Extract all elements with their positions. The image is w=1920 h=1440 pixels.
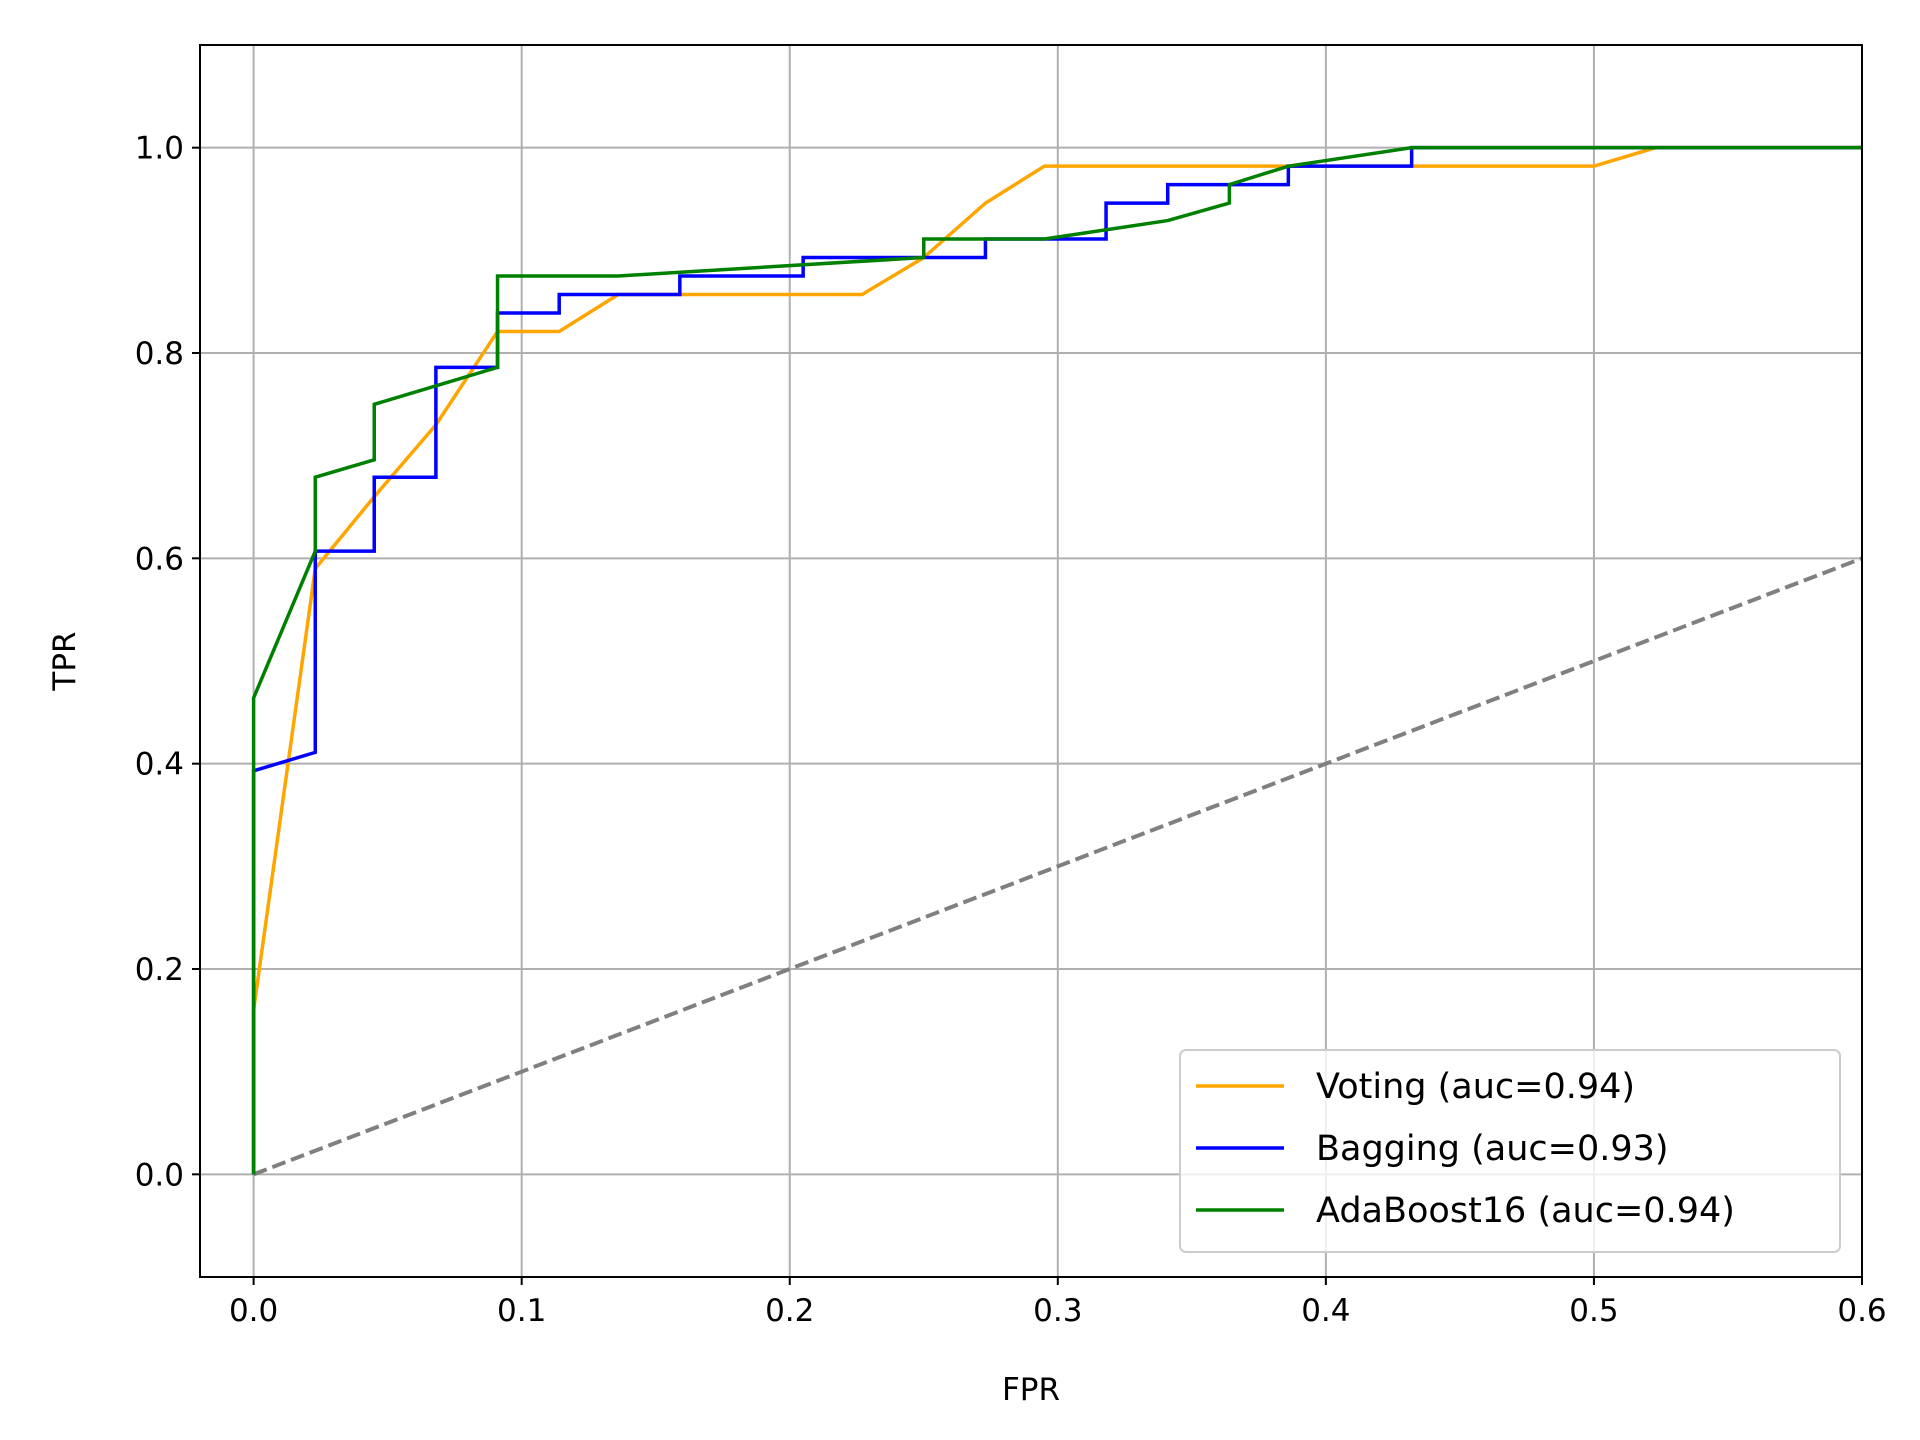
x-axis: 0.0 0.1 0.2 0.3 0.4 0.5 0.6 bbox=[229, 1277, 1887, 1329]
plot-frame bbox=[199, 44, 1863, 1278]
legend-label: AdaBoost16 (auc=0.94) bbox=[1316, 1191, 1735, 1231]
y-tick-label: 0.2 bbox=[135, 952, 184, 988]
legend: Voting (auc=0.94) Bagging (auc=0.93) AdaBo… bbox=[1179, 1049, 1841, 1253]
y-tick-label: 1.0 bbox=[135, 131, 184, 167]
y-tick-label: 0.4 bbox=[135, 747, 184, 783]
series-line bbox=[251, 145, 1862, 1175]
legend-box bbox=[1179, 1049, 1841, 1253]
x-tick-label: 0.3 bbox=[1033, 1293, 1082, 1329]
grid bbox=[200, 45, 1863, 1277]
x-tick-label: 0.0 bbox=[229, 1293, 278, 1329]
y-tick-label: 0.0 bbox=[135, 1157, 184, 1193]
x-tick-label: 0.5 bbox=[1569, 1293, 1618, 1329]
x-tick-label: 0.6 bbox=[1837, 1293, 1886, 1329]
y-tick-label: 0.8 bbox=[135, 336, 184, 372]
x-tick-label: 0.4 bbox=[1301, 1293, 1350, 1329]
series-lines bbox=[251, 145, 1862, 1175]
legend-label: Bagging (auc=0.93) bbox=[1316, 1129, 1669, 1169]
x-tick-label: 0.2 bbox=[765, 1293, 814, 1329]
y-axis: 0.0 0.2 0.4 0.6 0.8 1.0 bbox=[135, 131, 200, 1193]
x-tick-label: 0.1 bbox=[497, 1293, 546, 1329]
series-line bbox=[251, 145, 1862, 1175]
y-axis-label: TPR bbox=[47, 631, 83, 691]
x-axis-label: FPR bbox=[1002, 1372, 1060, 1408]
legend-label: Voting (auc=0.94) bbox=[1316, 1067, 1635, 1107]
y-tick-label: 0.6 bbox=[135, 541, 184, 577]
